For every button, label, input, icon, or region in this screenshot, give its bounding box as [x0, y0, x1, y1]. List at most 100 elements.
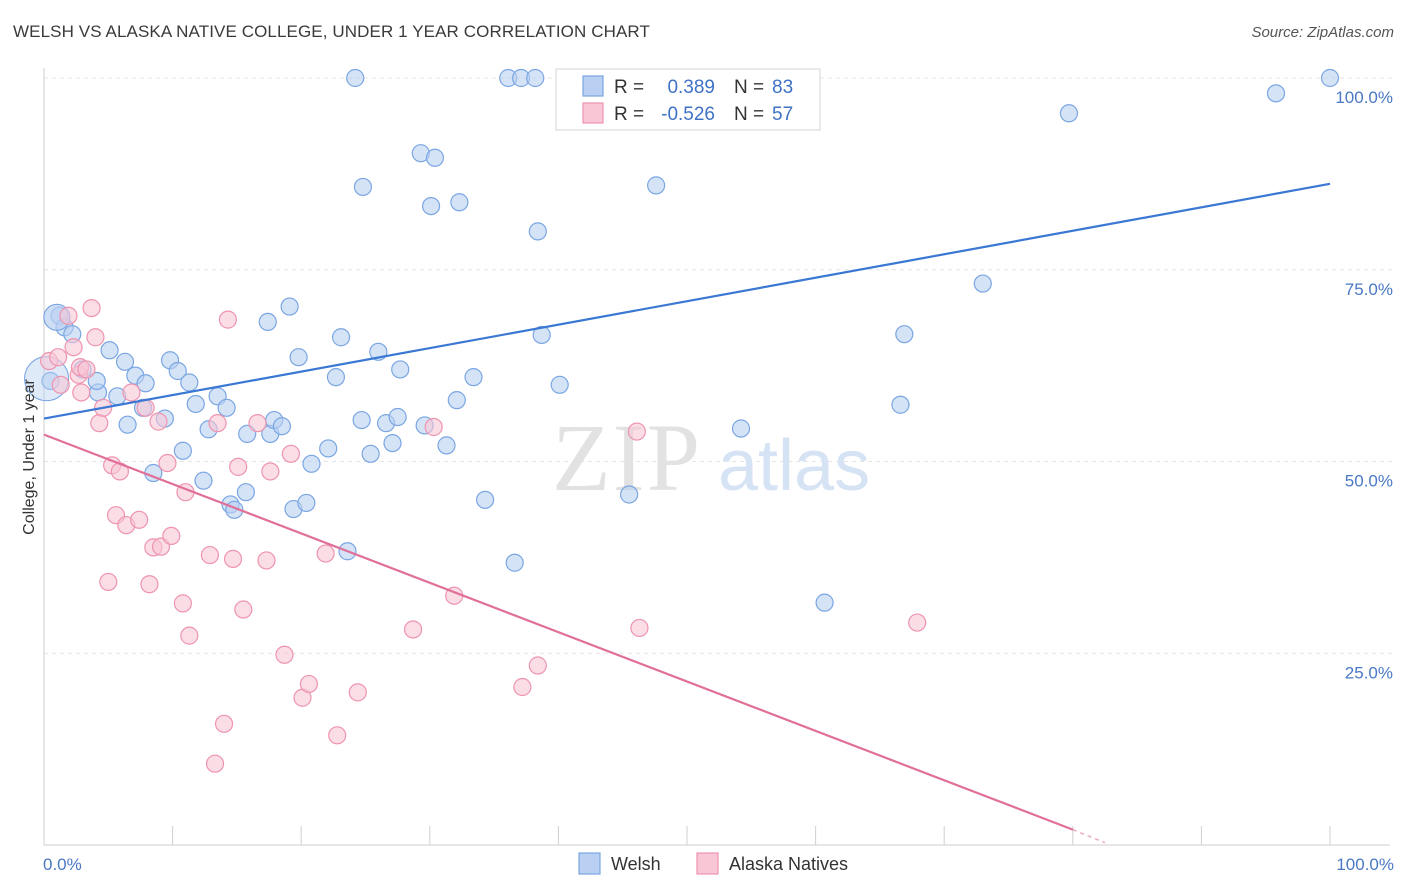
welsh-point-55 — [437, 436, 456, 455]
legend-welsh-r-label: R = — [614, 77, 644, 98]
y-tick-label-50: 50.0% — [1345, 472, 1393, 491]
welsh-point-9 — [115, 352, 135, 371]
x-tick-label-max: 100.0% — [1336, 855, 1394, 874]
welsh-point-40 — [331, 328, 351, 347]
legend-alaska-r-value: -0.526 — [661, 104, 715, 125]
alaska-point-55 — [908, 613, 927, 632]
legend-welsh-r-value: 0.389 — [667, 77, 715, 98]
welsh-point-20 — [186, 394, 205, 414]
welsh-point-68 — [620, 485, 639, 504]
welsh-trend-line — [43, 182, 1331, 420]
welsh-points — [24, 68, 1340, 612]
alaska-point-10 — [86, 328, 105, 347]
welsh-point-61 — [505, 553, 524, 572]
legend-welsh-n-value: 83 — [772, 77, 793, 98]
alaska-point-1 — [49, 348, 68, 367]
alaska-point-48 — [403, 620, 423, 639]
alaska-point-3 — [59, 306, 78, 325]
alaska-point-30 — [200, 545, 219, 565]
watermark: ZIP atlas — [552, 404, 870, 511]
alaska-point-44 — [299, 674, 319, 694]
welsh-point-32 — [272, 417, 292, 436]
welsh-point-71 — [815, 593, 834, 612]
welsh-point-74 — [973, 274, 992, 293]
welsh-point-53 — [421, 196, 441, 216]
trend-lines — [43, 182, 1331, 844]
welsh-point-73 — [895, 325, 914, 344]
welsh-point-44 — [353, 177, 373, 197]
welsh-point-43 — [352, 410, 371, 430]
welsh-point-49 — [388, 407, 407, 427]
welsh-point-38 — [319, 439, 338, 458]
welsh-point-24 — [217, 398, 236, 417]
legend-alaska-r-label: R = — [614, 104, 644, 125]
welsh-point-45 — [361, 444, 380, 463]
welsh-point-58 — [464, 368, 483, 387]
welsh-point-17 — [168, 361, 187, 381]
welsh-point-54 — [425, 148, 445, 167]
legend-welsh-n-label: N = — [734, 77, 764, 98]
welsh-point-56 — [447, 391, 466, 410]
watermark-atlas: atlas — [718, 426, 870, 506]
y-axis-label: College, Under 1 year — [21, 379, 38, 535]
welsh-point-27 — [236, 483, 256, 502]
alaska-point-31 — [205, 754, 225, 773]
alaska-point-51 — [513, 677, 532, 697]
alaska-point-18 — [122, 383, 141, 402]
alaska-point-4 — [64, 338, 83, 357]
welsh-point-33 — [280, 297, 299, 316]
alaska-point-25 — [158, 453, 177, 473]
alaska-point-26 — [162, 526, 181, 545]
x-axis-ticks — [43, 826, 1331, 845]
alaska-point-23 — [149, 412, 168, 431]
alaska-point-21 — [140, 575, 159, 594]
welsh-point-36 — [297, 493, 316, 513]
welsh-point-57 — [450, 193, 469, 212]
alaska-point-37 — [234, 600, 253, 619]
welsh-point-65 — [532, 325, 551, 345]
welsh-point-77 — [1320, 68, 1340, 88]
alaska-point-46 — [328, 726, 347, 745]
alaska-points — [40, 299, 927, 773]
series-legend-swatch-alaska — [696, 852, 719, 875]
alaska-point-39 — [257, 551, 276, 570]
series-legend-swatch-welsh — [578, 852, 601, 875]
x-tick-label-min: 0.0% — [43, 855, 82, 874]
alaska-point-47 — [348, 683, 367, 702]
welsh-point-29 — [258, 312, 277, 332]
alaska-point-36 — [229, 457, 248, 476]
alaska-point-45 — [316, 544, 335, 563]
y-tick-label-25: 25.0% — [1345, 663, 1393, 682]
welsh-point-35 — [289, 348, 308, 367]
alaska-point-7 — [72, 383, 91, 402]
alaska-point-32 — [208, 414, 227, 433]
alaska-point-19 — [130, 510, 149, 529]
alaska-point-38 — [248, 414, 267, 433]
alaska-trend-line-extension — [1072, 828, 1106, 844]
alaska-point-52 — [528, 656, 547, 675]
alaska-point-34 — [218, 310, 237, 329]
welsh-point-19 — [180, 373, 199, 392]
series-legend-label-welsh: Welsh — [611, 854, 661, 874]
welsh-point-69 — [647, 176, 666, 195]
welsh-point-39 — [326, 368, 346, 387]
gridlines — [44, 77, 1392, 654]
alaska-point-29 — [180, 626, 199, 645]
alaska-point-49 — [424, 417, 443, 437]
welsh-point-18 — [173, 441, 192, 460]
alaska-point-35 — [223, 549, 243, 569]
alaska-point-33 — [214, 714, 234, 733]
correlation-legend: R = 0.389 N = 83 R = -0.526 N = 57 — [555, 68, 821, 131]
y-tick-label-100: 100.0% — [1335, 88, 1393, 107]
legend-swatch-welsh — [582, 75, 604, 97]
legend-alaska-n-value: 57 — [772, 104, 793, 125]
welsh-point-7 — [100, 341, 119, 360]
alaska-point-9 — [82, 299, 101, 318]
welsh-point-72 — [891, 395, 910, 414]
welsh-point-70 — [731, 419, 751, 438]
welsh-point-50 — [391, 360, 410, 379]
welsh-point-10 — [118, 415, 137, 434]
alaska-point-42 — [281, 444, 301, 463]
welsh-point-63 — [526, 68, 545, 88]
welsh-point-37 — [302, 454, 321, 473]
